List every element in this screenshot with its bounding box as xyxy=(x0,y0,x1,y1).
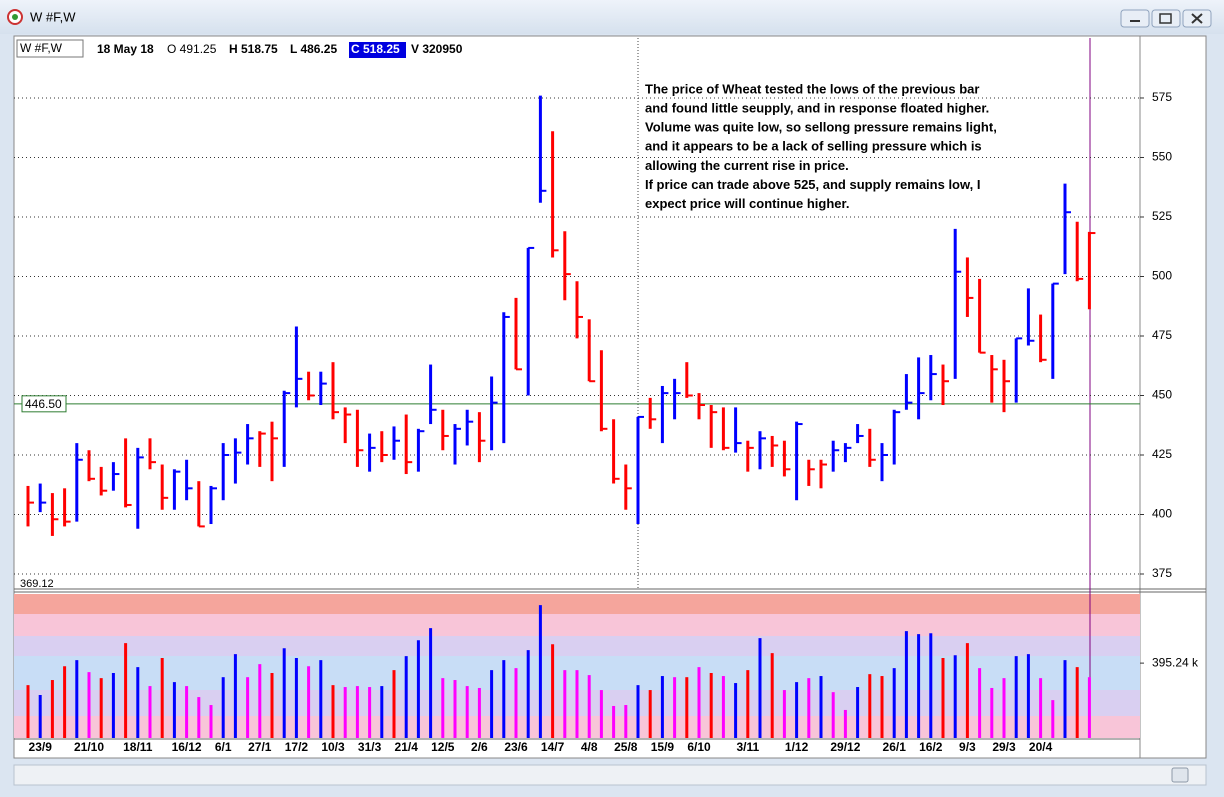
x-tick-label: 23/6 xyxy=(504,740,528,754)
x-tick-label: 16/2 xyxy=(919,740,943,754)
x-tick-label: 4/8 xyxy=(581,740,598,754)
x-tick-label: 29/3 xyxy=(992,740,1016,754)
close-glyph xyxy=(1191,13,1203,24)
app-icon-dot xyxy=(12,14,18,20)
annotation: If price can trade above 525, and supply… xyxy=(645,177,980,192)
x-tick-label: 23/9 xyxy=(29,740,53,754)
annotation: The price of Wheat tested the lows of th… xyxy=(645,81,979,96)
close-highlight xyxy=(349,42,406,58)
y-tick-label: 475 xyxy=(1152,328,1172,342)
window-title: W #F,W xyxy=(30,9,76,24)
restore-button[interactable] xyxy=(1151,9,1181,28)
y-min-label: 369.12 xyxy=(20,578,54,590)
annotation: expect price will continue higher. xyxy=(645,196,849,211)
symbol: W #F,W xyxy=(20,41,63,55)
x-tick-label: 25/8 xyxy=(614,740,638,754)
x-tick-label: 26/1 xyxy=(883,740,907,754)
close: C 518.25 xyxy=(351,42,400,56)
band xyxy=(14,594,1140,614)
x-tick-label: 10/3 xyxy=(321,740,345,754)
reference-label-box xyxy=(21,395,67,413)
bar-date: 18 May 18 xyxy=(97,42,154,56)
restore-glyph xyxy=(1159,13,1172,24)
low: L 486.25 xyxy=(290,42,337,56)
annotation: allowing the current rise in price. xyxy=(645,158,849,173)
x-tick-label: 6/1 xyxy=(215,740,232,754)
y-tick-label: 500 xyxy=(1152,269,1172,283)
volume: V 320950 xyxy=(411,42,463,56)
x-tick-label: 1/12 xyxy=(785,740,809,754)
symbol-box[interactable] xyxy=(16,39,84,58)
reference-label: 446.50 xyxy=(25,397,62,411)
high: H 518.75 xyxy=(229,42,278,56)
y-tick-label: 425 xyxy=(1152,447,1172,461)
annotation: Volume was quite low, so sellong pressur… xyxy=(645,120,997,135)
y-tick-label: 400 xyxy=(1152,507,1172,521)
x-tick-label: 14/7 xyxy=(541,740,565,754)
y-tick-label: 550 xyxy=(1152,150,1172,164)
band xyxy=(14,614,1140,636)
x-tick-label: 6/10 xyxy=(687,740,711,754)
scroll-thumb[interactable] xyxy=(1171,767,1189,783)
y-tick-label: 395.24 k xyxy=(1152,655,1199,669)
y-tick-label: 450 xyxy=(1152,388,1172,402)
open: O 491.25 xyxy=(167,42,217,56)
x-tick-label: 20/4 xyxy=(1029,740,1053,754)
x-tick-label: 9/3 xyxy=(959,740,976,754)
title-bar xyxy=(0,0,1224,34)
x-tick-label: 18/11 xyxy=(123,740,153,754)
y-tick-label: 575 xyxy=(1152,90,1172,104)
x-tick-label: 21/10 xyxy=(74,740,104,754)
x-tick-label: 31/3 xyxy=(358,740,382,754)
x-tick-label: 12/5 xyxy=(431,740,455,754)
x-tick-label: 29/12 xyxy=(830,740,860,754)
minimize-button[interactable] xyxy=(1120,9,1150,28)
scrollbar[interactable] xyxy=(13,764,1207,786)
x-tick-label: 16/12 xyxy=(172,740,202,754)
x-tick-label: 3/11 xyxy=(736,740,759,754)
band xyxy=(14,636,1140,656)
x-tick-label: 27/1 xyxy=(248,740,272,754)
x-tick-label: 21/4 xyxy=(395,740,419,754)
annotation: and found little seupply, and in respons… xyxy=(645,101,989,116)
annotation: and it appears to be a lack of selling p… xyxy=(645,139,982,154)
x-tick-label: 2/6 xyxy=(471,740,488,754)
y-tick-label: 375 xyxy=(1152,566,1172,580)
x-tick-label: 15/9 xyxy=(651,740,675,754)
x-tick-label: 17/2 xyxy=(285,740,309,754)
y-tick-label: 525 xyxy=(1152,209,1172,223)
